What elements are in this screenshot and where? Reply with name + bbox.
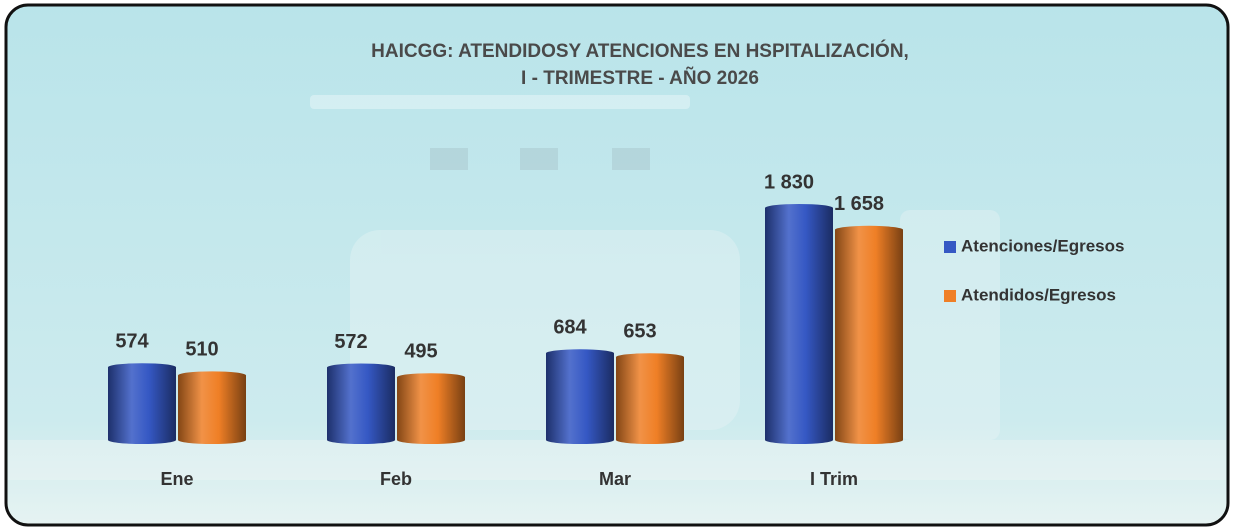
bar	[835, 226, 903, 444]
chart: HAICGG: ATENDIDOSY ATENCIONES EN HSPITAL…	[0, 0, 1234, 530]
data-label: 653	[623, 320, 656, 342]
data-label: 684	[553, 317, 587, 339]
bar	[327, 363, 395, 444]
data-label: 1 830	[764, 171, 814, 193]
data-label: 572	[334, 331, 367, 353]
x-tick-label: Ene	[160, 469, 193, 489]
data-label: 1 658	[834, 193, 884, 215]
bar	[108, 363, 176, 444]
bar	[178, 371, 246, 444]
bar	[397, 373, 465, 444]
legend-swatch	[944, 290, 956, 302]
chart-subtitle: I - TRIMESTRE - AÑO 2026	[521, 67, 759, 89]
x-tick-label: I Trim	[810, 469, 858, 489]
data-label: 495	[404, 341, 437, 363]
legend-label: Atendidos/Egresos	[961, 285, 1116, 304]
bar	[765, 204, 833, 444]
bar	[546, 349, 614, 444]
x-tick-label: Feb	[380, 469, 412, 489]
bar	[616, 353, 684, 444]
data-label: 510	[185, 339, 218, 361]
legend-label: Atenciones/Egresos	[961, 236, 1124, 255]
page: HAICGG: ATENDIDOSY ATENCIONES EN HSPITAL…	[0, 0, 1234, 530]
legend-swatch	[944, 241, 956, 253]
data-label: 574	[115, 331, 149, 353]
x-tick-label: Mar	[599, 469, 631, 489]
chart-title: HAICGG: ATENDIDOSY ATENCIONES EN HSPITAL…	[371, 40, 909, 62]
